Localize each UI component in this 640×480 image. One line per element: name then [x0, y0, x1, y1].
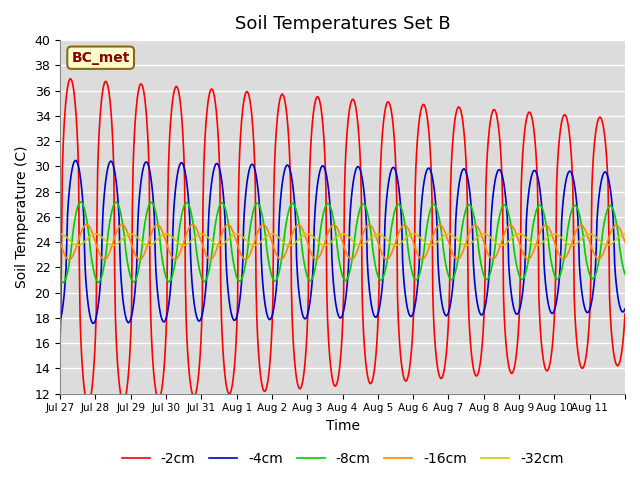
Line: -16cm: -16cm — [60, 225, 625, 260]
-4cm — [72, 157, 79, 163]
-2cm — [228, 385, 236, 391]
-32cm — [433, 239, 441, 245]
-4cm — [90, 321, 97, 326]
-32cm — [56, 231, 64, 237]
-8cm — [403, 230, 410, 236]
-16cm — [228, 226, 236, 232]
-32cm — [402, 236, 410, 241]
-8cm — [228, 248, 236, 254]
-8cm — [124, 262, 132, 268]
-16cm — [56, 239, 64, 245]
Line: -8cm: -8cm — [60, 202, 625, 283]
Legend: -2cm, -4cm, -8cm, -16cm, -32cm: -2cm, -4cm, -8cm, -16cm, -32cm — [116, 446, 569, 472]
-32cm — [276, 236, 284, 242]
-2cm — [124, 377, 132, 383]
Y-axis label: Soil Temperature (C): Soil Temperature (C) — [15, 145, 29, 288]
-2cm — [256, 365, 264, 371]
-32cm — [227, 234, 235, 240]
-4cm — [277, 191, 285, 197]
Line: -2cm: -2cm — [60, 79, 625, 404]
-2cm — [434, 367, 442, 372]
-8cm — [56, 275, 64, 281]
-8cm — [434, 210, 442, 216]
-16cm — [403, 223, 410, 229]
-32cm — [621, 231, 629, 237]
-8cm — [60, 280, 67, 286]
Title: Soil Temperatures Set B: Soil Temperatures Set B — [235, 15, 451, 33]
-2cm — [84, 401, 92, 407]
-8cm — [256, 204, 264, 209]
Text: BC_met: BC_met — [72, 51, 130, 65]
-4cm — [228, 312, 236, 318]
-4cm — [56, 318, 64, 324]
-16cm — [65, 257, 73, 263]
-4cm — [434, 258, 442, 264]
-16cm — [277, 256, 285, 262]
-32cm — [124, 232, 131, 238]
-2cm — [277, 93, 285, 98]
-8cm — [621, 272, 629, 277]
-16cm — [621, 239, 629, 245]
-2cm — [67, 76, 74, 82]
X-axis label: Time: Time — [326, 419, 360, 433]
-4cm — [256, 206, 264, 212]
Line: -4cm: -4cm — [60, 160, 625, 324]
-4cm — [124, 320, 132, 325]
-8cm — [277, 259, 285, 265]
-4cm — [621, 306, 629, 312]
-16cm — [124, 231, 132, 237]
-32cm — [74, 242, 82, 248]
-16cm — [434, 223, 442, 228]
Line: -32cm: -32cm — [60, 234, 625, 245]
-8cm — [77, 199, 84, 205]
-16cm — [83, 222, 90, 228]
-2cm — [403, 378, 410, 384]
-16cm — [256, 225, 264, 231]
-4cm — [403, 299, 410, 305]
-2cm — [56, 335, 64, 341]
-2cm — [621, 311, 629, 317]
-32cm — [255, 240, 263, 246]
